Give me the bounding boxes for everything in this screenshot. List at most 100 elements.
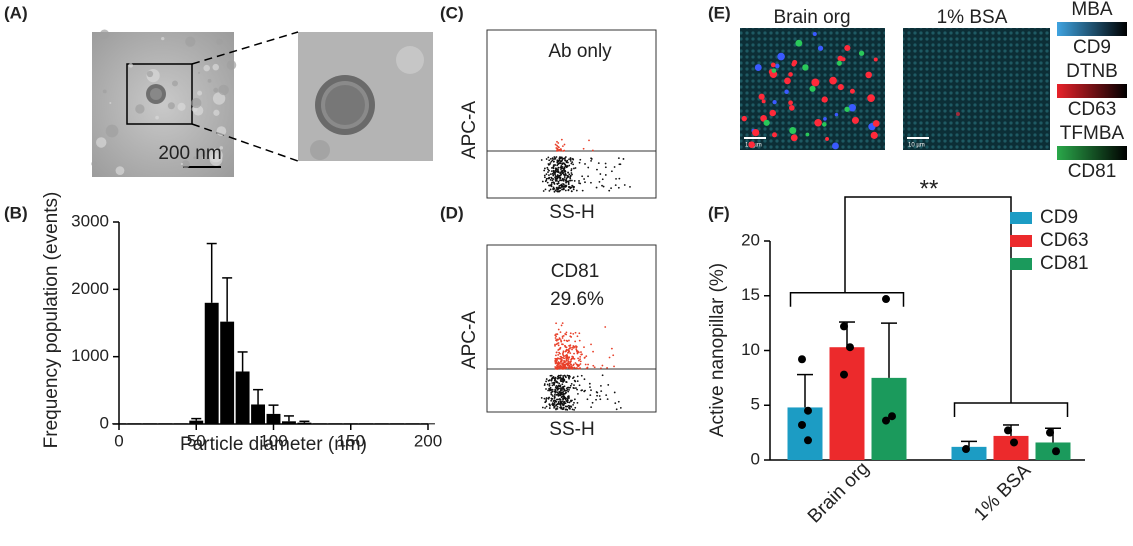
colorbar-label: MBA [1071, 0, 1113, 20]
event-dot [561, 400, 564, 403]
data-point [1046, 428, 1054, 437]
event-dot [568, 164, 571, 167]
event-dot [563, 378, 566, 381]
event-dot [573, 384, 575, 386]
axis-label: APC-A [459, 311, 480, 369]
event-dot [579, 367, 581, 369]
event-dot [556, 148, 559, 151]
event-dot [590, 157, 592, 160]
event-dot [559, 399, 562, 401]
raman-spot [823, 117, 827, 121]
raman-spot [774, 63, 780, 69]
event-dot [570, 169, 573, 172]
event-dot [556, 177, 559, 180]
event-dot [561, 145, 564, 148]
event-dot [555, 398, 558, 401]
event-dot [577, 392, 579, 395]
event-dot [562, 404, 565, 407]
tem-texture [216, 126, 227, 136]
event-dot [551, 404, 554, 406]
event-dot [551, 384, 554, 387]
event-dot [548, 383, 551, 385]
event-dot [567, 183, 570, 186]
event-dot [590, 181, 592, 184]
event-dot [547, 168, 549, 171]
event-dot [596, 394, 598, 397]
tem-texture [161, 36, 165, 41]
event-dot [584, 389, 586, 392]
event-dot [590, 343, 592, 346]
raman-spot [790, 134, 798, 142]
event-dot [560, 361, 563, 363]
event-dot [563, 339, 566, 342]
event-dot [563, 162, 565, 165]
event-dot [553, 397, 556, 400]
event-dot [554, 143, 557, 146]
event-dot [619, 163, 622, 166]
event-dot [569, 344, 572, 347]
event-dot [551, 382, 554, 384]
event-dot [569, 361, 572, 364]
event-dot [579, 158, 582, 161]
event-dot [560, 160, 563, 163]
bar [173, 423, 188, 425]
bar [158, 423, 173, 425]
event-dot [556, 144, 558, 147]
event-dot [572, 387, 575, 389]
event-dot [562, 401, 565, 404]
event-dot [562, 188, 565, 191]
event-dot [567, 366, 570, 369]
event-dot [548, 189, 551, 192]
event-dot [556, 338, 559, 341]
event-dot [562, 356, 564, 359]
event-dot [555, 387, 558, 390]
raman-spot [870, 131, 878, 139]
bar [405, 423, 420, 425]
event-dot [615, 408, 618, 411]
event-dot [601, 184, 603, 187]
event-dot [554, 174, 557, 177]
event-dot [545, 397, 548, 399]
raman-spot [792, 59, 798, 65]
event-dot [577, 357, 580, 360]
event-dot [553, 384, 556, 386]
event-dot [564, 163, 567, 166]
event-dot [566, 397, 568, 400]
event-dot [558, 149, 561, 152]
bar [281, 421, 296, 424]
event-dot [576, 380, 579, 383]
event-dot [548, 384, 551, 387]
event-dot [572, 345, 575, 348]
event-dot [558, 176, 561, 179]
event-dot [605, 394, 608, 397]
event-dot [549, 374, 552, 377]
raman-spot [752, 128, 760, 137]
event-dot [590, 406, 593, 409]
event-dot [572, 346, 575, 349]
legend-label: CD81 [1040, 253, 1089, 274]
bar [993, 435, 1029, 460]
event-dot [558, 391, 561, 394]
event-dot [613, 365, 615, 368]
data-point [798, 355, 806, 364]
event-dot [569, 159, 572, 162]
event-dot [568, 364, 571, 367]
colorbar-label: CD63 [1068, 99, 1117, 120]
event-dot [569, 177, 572, 180]
event-dot [557, 160, 560, 163]
event-dot [556, 188, 559, 190]
event-dot [587, 363, 589, 366]
event-dot [557, 354, 560, 356]
event-dot [566, 386, 569, 389]
image-label: Brain org [773, 7, 850, 28]
event-dot [588, 382, 591, 385]
event-dot [600, 390, 603, 393]
raman-spot [784, 89, 789, 94]
event-dot [567, 176, 570, 178]
event-dot [557, 328, 560, 331]
colorbar-label: CD9 [1073, 37, 1111, 58]
event-dot [558, 357, 561, 360]
axis-label: APC-A [459, 101, 480, 159]
event-dot [608, 189, 611, 192]
event-dot [551, 388, 554, 391]
